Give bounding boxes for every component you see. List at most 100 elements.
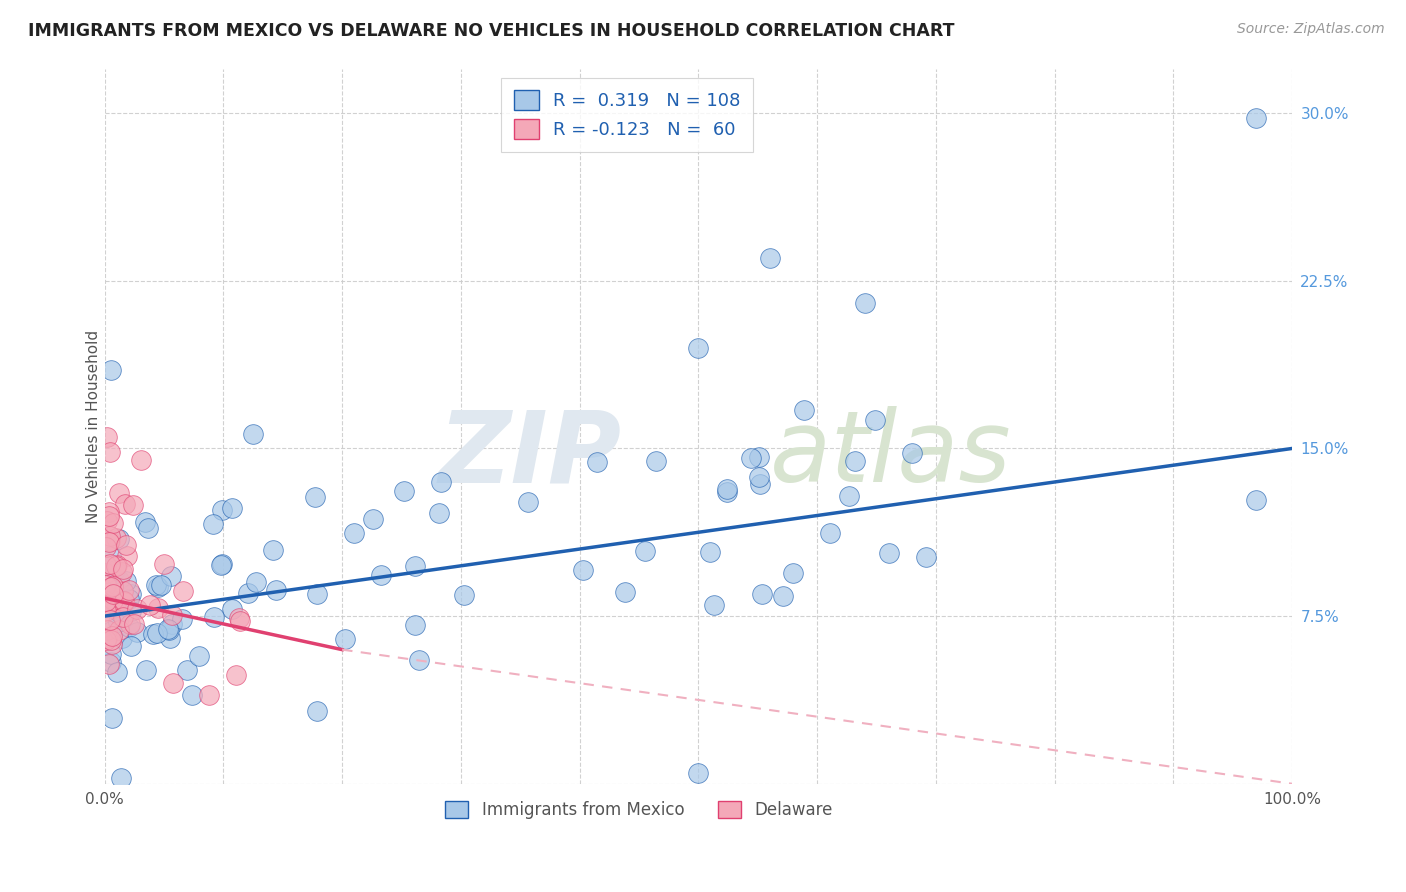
Text: IMMIGRANTS FROM MEXICO VS DELAWARE NO VEHICLES IN HOUSEHOLD CORRELATION CHART: IMMIGRANTS FROM MEXICO VS DELAWARE NO VE…	[28, 22, 955, 40]
Point	[94, 566, 117, 580]
Point	[429, 475, 451, 489]
Point	[228, 611, 250, 625]
Point	[108, 574, 131, 588]
Point	[1246, 493, 1268, 508]
Point	[115, 549, 138, 564]
Point	[818, 526, 841, 541]
Point	[157, 623, 180, 637]
Point	[245, 574, 267, 589]
Point	[101, 601, 124, 615]
Point	[135, 663, 157, 677]
Point	[100, 656, 122, 670]
Y-axis label: No Vehicles in Household: No Vehicles in Household	[86, 329, 101, 523]
Point	[111, 584, 134, 599]
Point	[103, 599, 125, 614]
Point	[145, 578, 167, 592]
Point	[262, 542, 284, 557]
Point	[94, 558, 117, 572]
Point	[104, 558, 127, 573]
Point	[98, 505, 121, 519]
Point	[98, 444, 121, 458]
Point	[703, 598, 725, 612]
Point	[104, 532, 127, 546]
Point	[94, 540, 117, 554]
Point	[370, 567, 392, 582]
Point	[96, 633, 118, 648]
Point	[96, 430, 118, 444]
Point	[98, 534, 121, 549]
Point	[221, 602, 243, 616]
Point	[120, 604, 142, 618]
Point	[125, 602, 148, 616]
Point	[748, 450, 770, 465]
Point	[586, 455, 609, 469]
Point	[901, 446, 924, 460]
Point	[100, 363, 122, 377]
Point	[146, 626, 169, 640]
Point	[108, 486, 131, 500]
Point	[229, 614, 252, 628]
Point	[793, 402, 815, 417]
Point	[136, 521, 159, 535]
Point	[96, 514, 118, 528]
Point	[634, 544, 657, 558]
Point	[118, 583, 141, 598]
Point	[172, 584, 194, 599]
Point	[108, 605, 131, 619]
Point	[198, 689, 221, 703]
Point	[100, 629, 122, 643]
Point	[96, 624, 118, 638]
Text: Source: ZipAtlas.com: Source: ZipAtlas.com	[1237, 22, 1385, 37]
Point	[101, 586, 124, 600]
Point	[98, 613, 121, 627]
Point	[100, 549, 122, 564]
Point	[865, 413, 887, 427]
Point	[97, 657, 120, 671]
Point	[162, 676, 184, 690]
Point	[716, 485, 738, 500]
Point	[187, 648, 209, 663]
Point	[758, 252, 780, 266]
Legend: Immigrants from Mexico, Delaware: Immigrants from Mexico, Delaware	[439, 794, 839, 825]
Point	[98, 509, 121, 524]
Point	[749, 476, 772, 491]
Point	[392, 483, 415, 498]
Point	[307, 587, 329, 601]
Text: atlas: atlas	[769, 406, 1011, 503]
Point	[404, 618, 426, 632]
Point	[150, 578, 173, 592]
Point	[517, 495, 540, 509]
Point	[94, 593, 117, 607]
Point	[225, 667, 247, 681]
Point	[751, 587, 773, 601]
Point	[114, 497, 136, 511]
Point	[110, 771, 132, 785]
Point	[103, 592, 125, 607]
Point	[101, 516, 124, 530]
Point	[160, 616, 183, 631]
Point	[122, 498, 145, 512]
Point	[209, 558, 232, 572]
Point	[134, 516, 156, 530]
Point	[221, 501, 243, 516]
Point	[782, 566, 804, 581]
Point	[129, 452, 152, 467]
Point	[98, 529, 121, 543]
Point	[688, 341, 710, 355]
Point	[111, 565, 134, 579]
Text: ZIP: ZIP	[439, 406, 621, 503]
Point	[176, 663, 198, 677]
Point	[645, 454, 668, 468]
Point	[142, 627, 165, 641]
Point	[202, 517, 225, 532]
Point	[408, 653, 430, 667]
Point	[159, 631, 181, 645]
Point	[107, 615, 129, 630]
Point	[120, 639, 142, 653]
Point	[100, 592, 122, 607]
Point	[105, 558, 128, 573]
Point	[343, 525, 366, 540]
Point	[740, 451, 762, 466]
Point	[148, 601, 170, 615]
Point	[304, 491, 326, 505]
